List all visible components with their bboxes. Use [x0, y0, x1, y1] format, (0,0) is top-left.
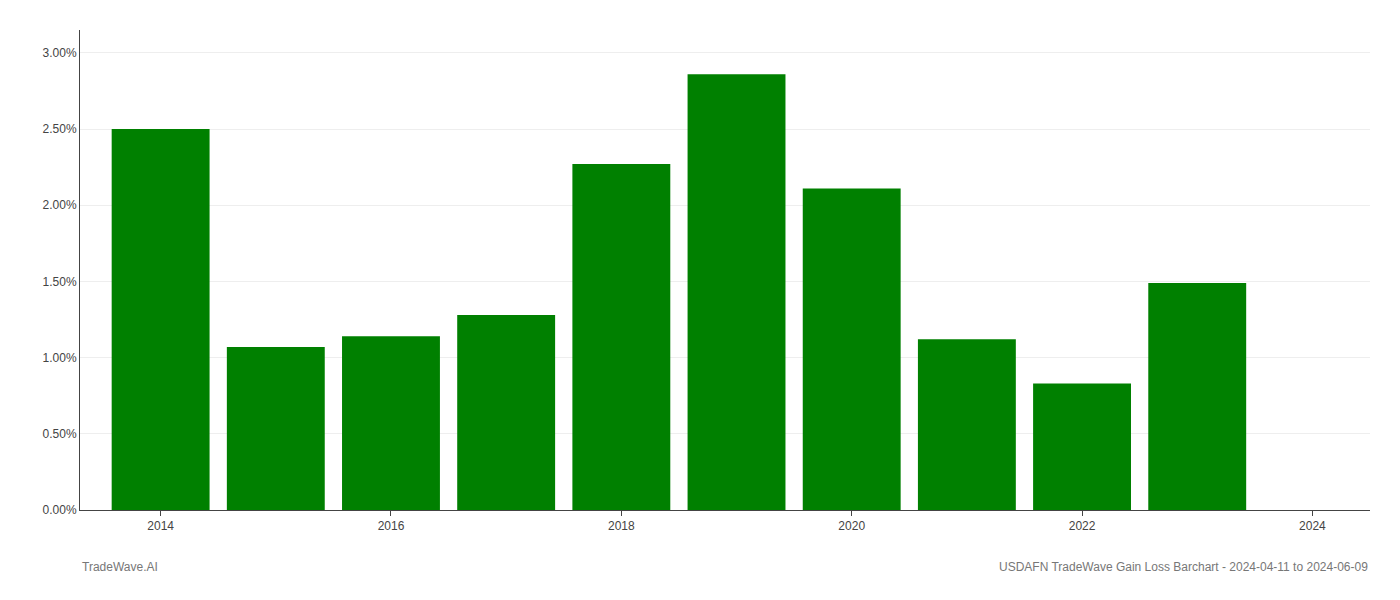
svg-text:2024: 2024	[1299, 519, 1326, 533]
svg-text:0.00%: 0.00%	[43, 503, 77, 517]
svg-text:3.00%: 3.00%	[43, 46, 77, 60]
svg-text:1.50%: 1.50%	[43, 275, 77, 289]
svg-text:2014: 2014	[147, 519, 174, 533]
svg-text:2022: 2022	[1069, 519, 1096, 533]
svg-text:USDAFN TradeWave Gain Loss Bar: USDAFN TradeWave Gain Loss Barchart - 20…	[999, 560, 1368, 574]
svg-text:1.00%: 1.00%	[43, 351, 77, 365]
svg-text:2.50%: 2.50%	[43, 122, 77, 136]
svg-text:2020: 2020	[838, 519, 865, 533]
svg-text:2018: 2018	[608, 519, 635, 533]
svg-text:2016: 2016	[378, 519, 405, 533]
svg-text:TradeWave.AI: TradeWave.AI	[82, 560, 158, 574]
svg-text:2.00%: 2.00%	[43, 198, 77, 212]
svg-text:0.50%: 0.50%	[43, 427, 77, 441]
